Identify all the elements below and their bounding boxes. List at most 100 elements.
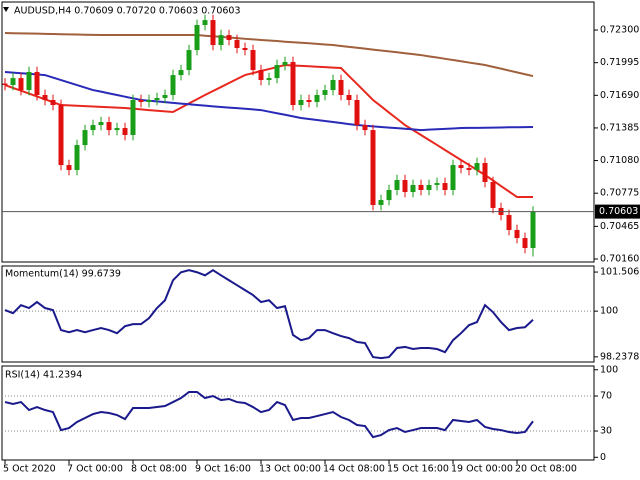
candle-body — [58, 105, 64, 166]
candle-body — [314, 94, 320, 103]
candle-body — [130, 100, 136, 135]
y-tick-label: 98.2378 — [600, 351, 639, 362]
moving-average-line — [4, 64, 533, 199]
candle-body — [482, 163, 488, 182]
candle-body — [42, 94, 48, 101]
candle-body — [34, 71, 40, 95]
y-tick-label: 0.71385 — [600, 122, 639, 133]
candle-body — [234, 39, 240, 49]
candle-body — [458, 165, 464, 169]
candle-body — [194, 25, 200, 51]
indicator-line — [4, 268, 534, 360]
candle-body — [386, 189, 392, 201]
candle-body — [258, 70, 264, 80]
candle-body — [362, 125, 368, 131]
candle-body — [530, 211, 536, 248]
candle-body — [338, 80, 344, 95]
y-tick-label: 100 — [600, 364, 618, 375]
y-tick-label: 0.71080 — [600, 155, 639, 166]
candle-body — [10, 78, 16, 86]
y-tick-label: 101.5065 — [600, 267, 640, 278]
candle-body — [394, 180, 400, 190]
candle-body — [378, 200, 384, 205]
candle-body — [170, 75, 176, 95]
candle-body — [74, 145, 80, 170]
candle-body — [370, 130, 376, 205]
candle-body — [162, 94, 168, 98]
y-tick-label: 0.70465 — [600, 221, 639, 232]
candle-body — [50, 100, 56, 106]
candle-body — [410, 184, 416, 193]
x-tick-label: 7 Oct 00:00 — [67, 464, 123, 475]
candle-body — [98, 122, 104, 126]
candle-body — [282, 62, 288, 66]
candle-body — [306, 100, 312, 103]
panel-frame — [1, 265, 595, 363]
candle-body — [18, 78, 24, 91]
y-tick-label: 100 — [600, 306, 618, 317]
last-price-label: 0.70603 — [599, 206, 638, 217]
y-tick-label: 0.71995 — [600, 57, 639, 68]
title-icon — [3, 7, 9, 12]
candle-body — [226, 35, 232, 40]
candle-body — [450, 165, 456, 190]
candle-body — [90, 125, 96, 131]
candle-body — [418, 184, 424, 190]
candle-body — [242, 48, 248, 51]
candle-body — [146, 100, 152, 103]
y-tick-label: 0.72300 — [600, 25, 639, 36]
candle-body — [274, 65, 280, 79]
candle-body — [186, 50, 192, 71]
panel-title: RSI(14) 41.2394 — [5, 370, 82, 381]
candle-body — [490, 181, 496, 208]
candle-body — [66, 165, 72, 170]
candle-body — [298, 100, 304, 106]
candle-body — [178, 70, 184, 76]
candle-body — [2, 83, 8, 86]
x-tick-label: 14 Oct 08:00 — [323, 464, 385, 475]
panel-frame — [1, 1, 595, 263]
candle-body — [514, 230, 520, 239]
candle-body — [26, 71, 32, 91]
candle-body — [354, 100, 360, 126]
moving-average-line — [4, 32, 534, 78]
x-tick-label: 13 Oct 00:00 — [259, 464, 321, 475]
candle-body — [202, 20, 208, 26]
candle-body — [346, 94, 352, 101]
x-tick-label: 5 Oct 2020 — [3, 464, 56, 475]
candle-body — [154, 97, 160, 101]
indicator-line — [4, 390, 534, 439]
candle-body — [122, 128, 128, 135]
candle-body — [106, 122, 112, 131]
candle-body — [434, 183, 440, 185]
candle-body — [114, 128, 120, 131]
moving-average-line — [4, 70, 534, 132]
candle-body — [466, 168, 472, 170]
candle-body — [210, 20, 216, 46]
y-tick-label: 0.71690 — [600, 90, 639, 101]
last-price-box — [595, 204, 640, 219]
candle-body — [250, 50, 256, 71]
candle-body — [218, 35, 224, 46]
candle-body — [330, 80, 336, 91]
panel-title: AUDUSD,H4 0.70609 0.70720 0.70603 0.7060… — [14, 6, 241, 17]
x-tick-label: 19 Oct 00:00 — [451, 464, 513, 475]
candle-body — [442, 183, 448, 190]
x-tick-label: 15 Oct 16:00 — [387, 464, 449, 475]
candle-body — [474, 163, 480, 170]
candle-body — [82, 130, 88, 146]
candle-body — [522, 238, 528, 248]
x-tick-label: 9 Oct 16:00 — [195, 464, 251, 475]
y-tick-label: 30 — [600, 426, 612, 437]
candle-body — [266, 78, 272, 80]
x-tick-label: 8 Oct 08:00 — [131, 464, 187, 475]
y-tick-label: 0.70775 — [600, 188, 639, 199]
candle-body — [506, 215, 512, 231]
candle-body — [402, 180, 408, 193]
x-tick-label: 20 Oct 08:00 — [515, 464, 577, 475]
y-tick-label: 0.70160 — [600, 254, 639, 265]
y-tick-label: 0 — [600, 452, 606, 463]
